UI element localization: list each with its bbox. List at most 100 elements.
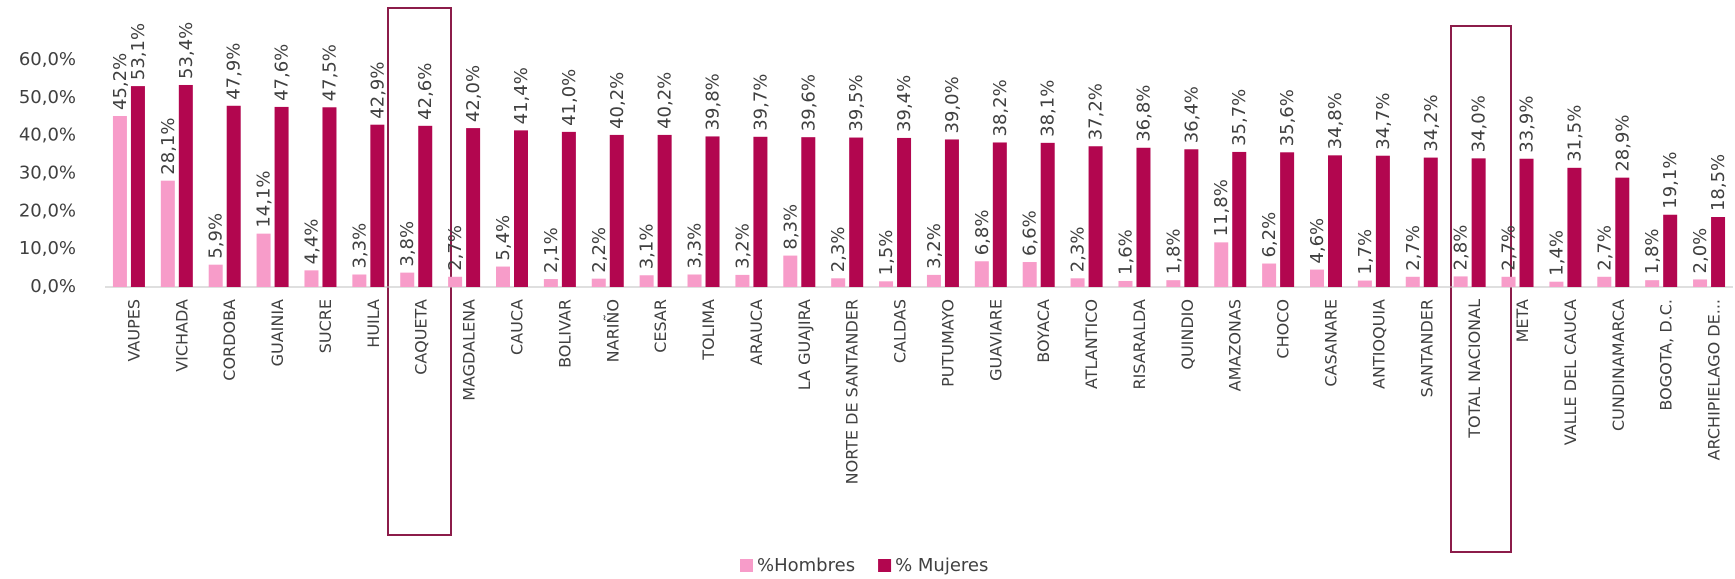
- bar: [1070, 278, 1085, 287]
- data-label: 2,7%: [445, 225, 466, 271]
- data-label: 34,8%: [1325, 92, 1346, 149]
- data-label: 2,2%: [589, 227, 610, 273]
- bar: [322, 107, 337, 288]
- data-label: 40,2%: [607, 72, 628, 129]
- x-tick-label: VICHADA: [172, 299, 191, 372]
- data-label: 47,6%: [272, 44, 293, 101]
- bar: [226, 105, 241, 287]
- bar: [705, 136, 720, 287]
- data-label: 3,8%: [397, 221, 418, 267]
- bar: [687, 274, 702, 287]
- bar: [496, 266, 510, 287]
- data-label: 3,1%: [637, 224, 658, 270]
- data-label: 19,1%: [1660, 152, 1681, 209]
- x-tick-label: CAUCA: [508, 299, 527, 355]
- data-label: 28,9%: [1612, 114, 1633, 171]
- bar: [1088, 146, 1103, 287]
- bar: [849, 137, 864, 287]
- legend-label: % Mujeres: [895, 555, 988, 576]
- data-label: 3,3%: [685, 223, 706, 269]
- x-tick-label: SANTANDER: [1417, 299, 1436, 397]
- bar: [1549, 281, 1564, 287]
- data-label: 41,4%: [511, 67, 532, 124]
- data-label: 53,1%: [128, 23, 149, 80]
- y-tick-label: 60,0%: [19, 49, 76, 70]
- data-label: 18,5%: [1708, 154, 1729, 211]
- bar: [1214, 242, 1229, 287]
- bar: [992, 142, 1007, 287]
- data-label: 39,0%: [942, 76, 963, 133]
- data-label: 38,1%: [1038, 80, 1059, 137]
- bar: [1645, 280, 1660, 287]
- x-tick-label: CASANARE: [1322, 299, 1341, 387]
- data-label: 5,9%: [206, 213, 227, 259]
- bar: [1423, 157, 1438, 287]
- bar: [130, 86, 145, 287]
- bar: [466, 128, 481, 287]
- data-label: 4,6%: [1307, 218, 1328, 264]
- data-label: 5,4%: [493, 215, 514, 261]
- bar: [274, 106, 289, 287]
- data-label: 2,3%: [1068, 227, 1089, 273]
- x-tick-label: PUTUMAYO: [938, 299, 957, 387]
- bar: [783, 255, 798, 287]
- legend-swatch: [740, 559, 753, 572]
- bar: [735, 274, 750, 287]
- bar: [1501, 276, 1516, 287]
- x-tick-label: CESAR: [651, 299, 670, 353]
- bar: [178, 84, 193, 287]
- bar: [926, 274, 941, 287]
- data-label: 2,8%: [1451, 225, 1472, 271]
- bar: [1663, 214, 1678, 287]
- data-label: 39,4%: [894, 75, 915, 132]
- bar: [657, 134, 672, 287]
- x-tick-label: LA GUAJIRA: [795, 299, 814, 390]
- data-label: 2,7%: [1403, 225, 1424, 271]
- bar: [561, 131, 576, 287]
- bar: [208, 264, 223, 287]
- data-label: 2,0%: [1690, 228, 1711, 274]
- data-label: 40,2%: [655, 72, 676, 129]
- data-label: 39,5%: [846, 74, 867, 131]
- x-tick-label: ATLANTICO: [1082, 299, 1101, 389]
- x-tick-label: ARAUCA: [747, 299, 766, 365]
- bar: [1615, 177, 1630, 287]
- data-label: 3,2%: [732, 223, 753, 269]
- data-label: 2,7%: [1499, 225, 1520, 271]
- bar: [801, 137, 816, 287]
- data-label: 35,6%: [1277, 89, 1298, 146]
- bar: [1022, 262, 1037, 287]
- data-label: 1,6%: [1115, 229, 1136, 275]
- bar: [1711, 217, 1726, 287]
- x-tick-label: RISARALDA: [1130, 299, 1149, 390]
- bar: [400, 272, 415, 287]
- bar: [831, 278, 846, 287]
- x-tick-label: SUCRE: [316, 299, 335, 353]
- data-label: 38,2%: [990, 79, 1011, 136]
- data-label: 31,5%: [1564, 105, 1585, 162]
- bar: [160, 180, 175, 287]
- bar: [753, 136, 768, 287]
- data-label: 1,7%: [1355, 229, 1376, 275]
- data-label: 36,4%: [1181, 86, 1202, 143]
- x-tick-label: VALLE DEL CAUCA: [1561, 299, 1580, 445]
- x-tick-label: CORDOBA: [220, 299, 239, 381]
- bar: [1567, 167, 1582, 287]
- x-tick-label: VAUPES: [124, 299, 143, 362]
- bar: [1328, 155, 1342, 287]
- x-tick-label: CHOCO: [1274, 299, 1293, 359]
- bar: [448, 276, 463, 287]
- x-tick-label: CUNDINAMARCA: [1609, 299, 1628, 431]
- data-label: 14,1%: [254, 170, 275, 227]
- data-label: 34,7%: [1373, 93, 1394, 150]
- bar: [1280, 152, 1295, 287]
- y-tick-label: 40,0%: [19, 125, 76, 146]
- bar: [1357, 280, 1372, 287]
- bar: [256, 233, 271, 287]
- y-tick-label: 30,0%: [19, 163, 76, 184]
- bar: [370, 124, 385, 287]
- data-label: 3,2%: [924, 223, 945, 269]
- data-label: 36,8%: [1133, 85, 1154, 142]
- x-tick-label: TOTAL NACIONAL: [1465, 299, 1484, 439]
- bar: [1519, 158, 1534, 287]
